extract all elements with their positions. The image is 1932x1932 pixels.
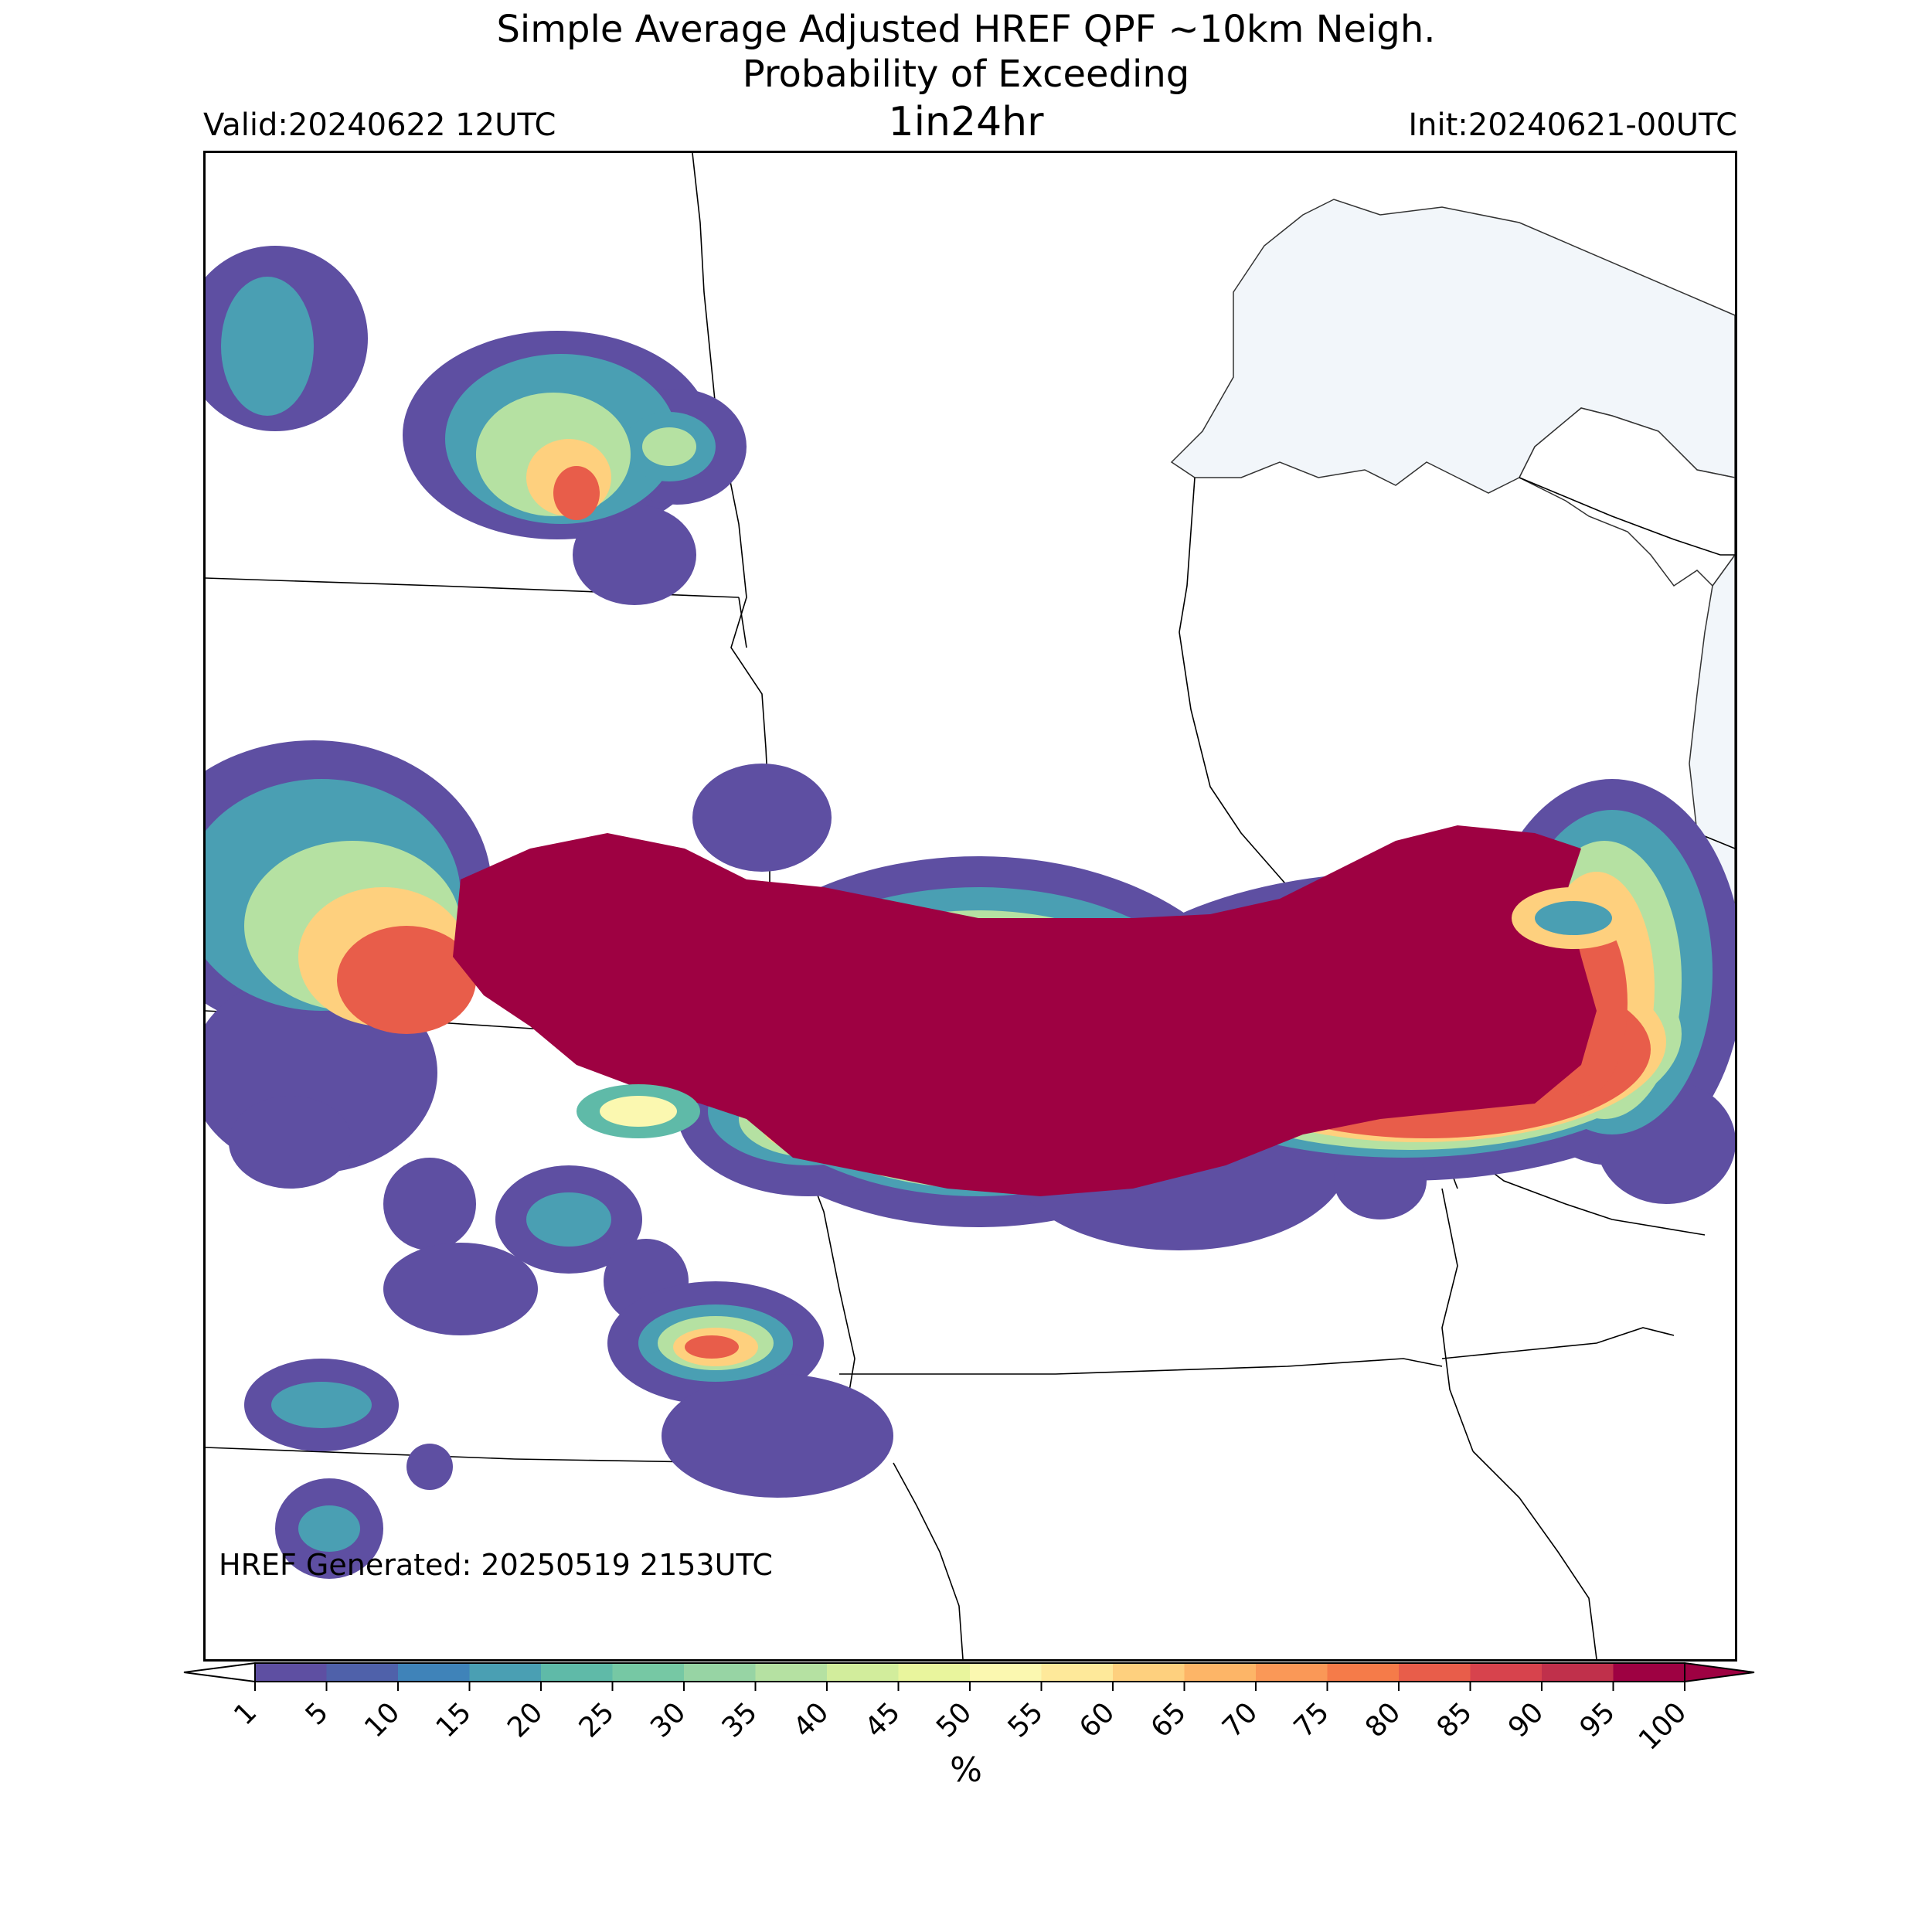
colorbar-segment [326,1663,399,1682]
colorbar-tick-label: 45 [859,1696,906,1743]
colorbar-extend-high [1684,1662,1755,1683]
colorbar-tick-label: 70 [1216,1696,1264,1743]
colorbar-tick-label: 90 [1502,1696,1549,1743]
prob-band-6 [453,825,1597,1196]
colorbar-segment [1256,1663,1328,1682]
colorbar-tick-label: 25 [573,1696,621,1743]
colorbar-segment [827,1663,899,1682]
colorbar-tick-label: 65 [1145,1696,1192,1743]
colorbar-segment [398,1663,470,1682]
colorbar-tick-label: 85 [1431,1696,1478,1743]
colorbar-tick-label: 55 [1002,1696,1049,1743]
map-title-line-1: Simple Average Adjusted HREF QPF ~10km N… [496,8,1436,51]
colorbar-segment [1184,1663,1257,1682]
map-title-line-2: Probability of Exceeding [742,53,1190,96]
colorbar-tick-label: 5 [300,1696,335,1731]
valid-time-label: Valid:20240622 12UTC [203,107,556,143]
colorbar-segment [1542,1663,1614,1682]
colorbar-tick-label: 100 [1633,1696,1693,1754]
colorbar-tick-label: 1 [228,1696,263,1731]
colorbar-tick-label: 35 [716,1696,764,1743]
probability-map [206,153,1735,1659]
colorbar-segment [612,1663,685,1682]
colorbar-tick-label: 75 [1288,1696,1335,1743]
colorbar-tick-label: 15 [430,1696,478,1743]
colorbar-segment [1470,1663,1543,1682]
prob-interior-notch [577,887,1635,1138]
colorbar-segments [255,1663,1685,1682]
colorbar-ticks: 1 5 10 15 20 25 30 35 40 45 50 55 60 65 70 75 80 85 90 95 10… [228,1682,1692,1754]
colorbar-tick-label: 10 [359,1696,406,1743]
colorbar-extend-low [183,1662,256,1683]
colorbar-segment [755,1663,828,1682]
colorbar-segment [1613,1663,1685,1682]
colorbar-tick-label: 95 [1574,1696,1621,1743]
probability-field [206,246,1735,1579]
colorbar-tick-label: 20 [502,1696,549,1743]
colorbar-segment [541,1663,613,1682]
colorbar-segment [1327,1663,1400,1682]
init-time-label: Init:20240621-00UTC [1408,107,1737,143]
colorbar-segment [469,1663,542,1682]
colorbar-unit-label: % [950,1750,982,1790]
colorbar-segment [1399,1663,1471,1682]
colorbar-tick-label: 60 [1073,1696,1121,1743]
colorbar-tick-label: 50 [930,1696,978,1743]
colorbar: 1 5 10 15 20 25 30 35 40 45 50 55 60 65 70 75 80 85 90 95 10… [183,1662,1755,1754]
colorbar-tick-label: 80 [1359,1696,1406,1743]
generated-timestamp: HREF Generated: 20250519 2153UTC [219,1548,773,1582]
colorbar-segment [970,1663,1042,1682]
map-title-threshold: 1in24hr [888,99,1044,145]
colorbar-segment [898,1663,971,1682]
colorbar-tick-label: 30 [645,1696,692,1743]
colorbar-tick-label: 40 [787,1696,835,1743]
colorbar-segment [684,1663,756,1682]
colorbar-segment [255,1663,327,1682]
colorbar-segment [1113,1663,1185,1682]
map-frame [203,151,1737,1662]
colorbar-segment [1041,1663,1114,1682]
